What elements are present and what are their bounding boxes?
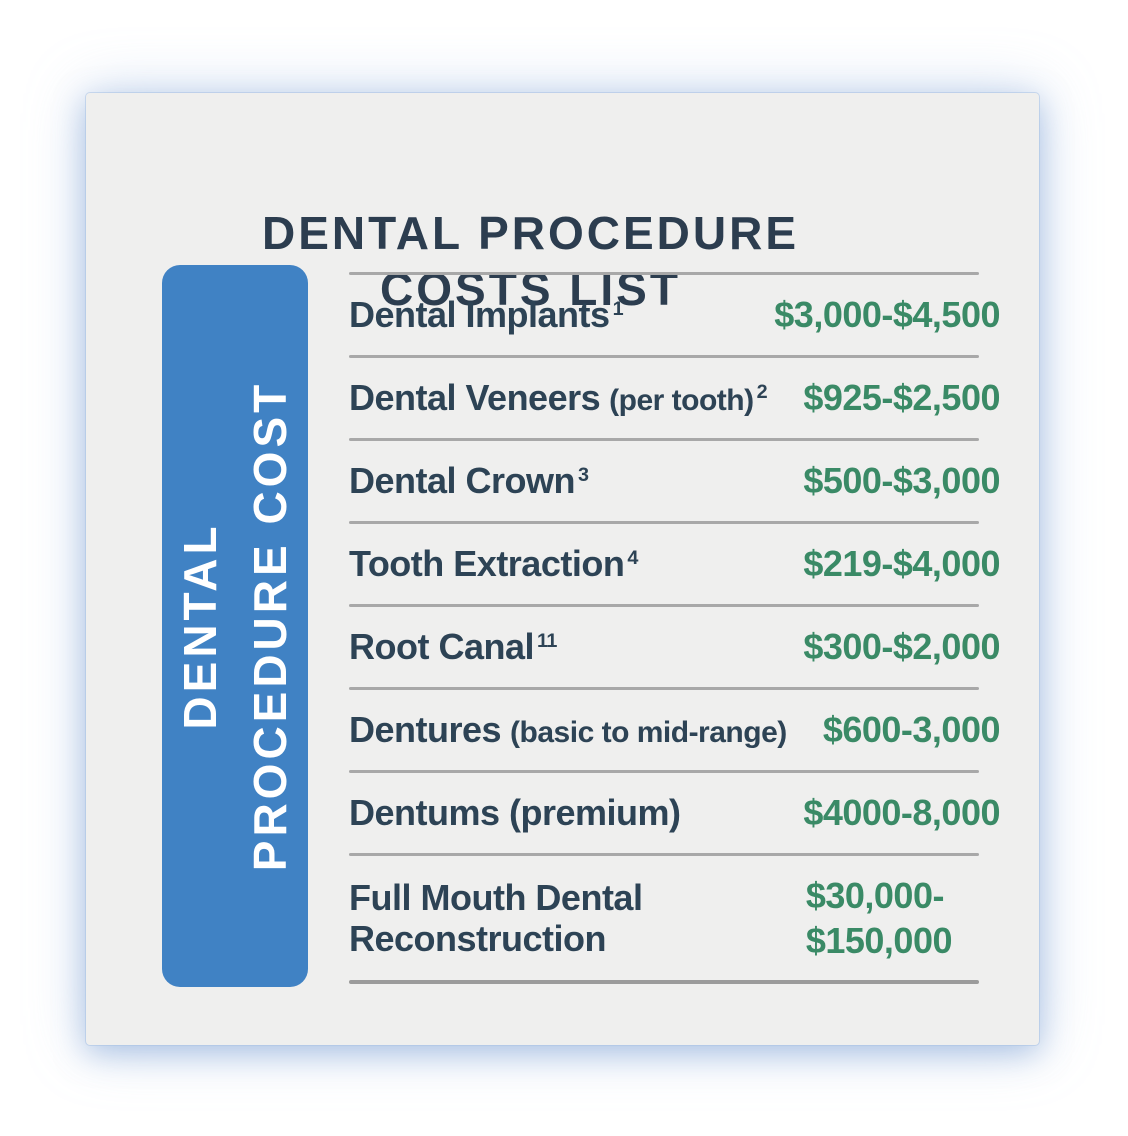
procedure-name-text: Full Mouth Dental Reconstruction	[349, 876, 643, 959]
row-divider	[349, 980, 979, 984]
row-divider	[349, 687, 979, 690]
procedure-price: $3,000-$4,500	[774, 294, 1000, 335]
procedure-name: Dentums (premium)	[349, 792, 803, 833]
row-divider	[349, 604, 979, 607]
page-title: DENTAL PROCEDURE COSTS LIST	[54, 205, 1007, 317]
sidebar-vertical-label: DENTAL PROCEDURE COST	[165, 381, 305, 871]
procedure-footnote-superscript: 2	[756, 381, 768, 404]
procedure-name-text: Dental Veneers	[349, 377, 601, 419]
table-row: Dentures (basic to mid-range) $600-3,000	[349, 690, 1001, 770]
table-row: Dentums (premium) $4000-8,000	[349, 773, 1000, 853]
row-divider	[349, 272, 979, 275]
procedure-name-note: (per tooth)	[609, 384, 754, 418]
procedure-name-note: (basic to mid-range)	[510, 716, 787, 750]
sidebar-label-line1: DENTAL	[174, 522, 227, 730]
row-divider	[349, 853, 979, 856]
procedure-name-text: Dentums (premium)	[349, 792, 681, 834]
row-divider	[349, 521, 979, 524]
procedure-name-text: Dental Implants	[349, 294, 610, 336]
procedure-name: Dentures (basic to mid-range)	[349, 709, 823, 751]
table-row: Dental Crown 3 $500-$3,000	[349, 441, 1000, 521]
procedure-footnote-superscript: 4	[627, 547, 638, 570]
procedure-name-text: Root Canal	[349, 626, 535, 668]
procedure-name: Full Mouth Dental Reconstruction	[349, 877, 806, 960]
procedure-price: $219-$4,000	[803, 543, 1000, 584]
cost-table: Dental Implants 1 $3,000-$4,500 Dental Ve…	[349, 272, 1001, 984]
table-row: Root Canal 11 $300-$2,000	[349, 607, 1000, 687]
table-row: Dental Implants 1 $3,000-$4,500	[349, 275, 1000, 355]
procedure-name: Dental Veneers (per tooth) 2	[349, 377, 803, 419]
page-title-line1: DENTAL PROCEDURE	[262, 207, 799, 259]
procedure-price: $600-3,000	[822, 709, 1001, 750]
table-row: Dental Veneers (per tooth) 2 $925-$2,500	[349, 358, 1000, 438]
procedure-footnote-superscript: 1	[612, 298, 624, 321]
procedure-footnote-superscript: 11	[537, 630, 557, 653]
row-divider	[349, 438, 979, 441]
procedure-price: $4000-8,000	[803, 792, 1000, 833]
sidebar-label-line2: PROCEDURE COST	[244, 380, 297, 872]
costs-card: DENTAL PROCEDURE COSTS LIST DENTAL PROCE…	[86, 93, 1039, 1045]
procedure-name: Root Canal 11	[349, 626, 803, 667]
row-divider	[349, 770, 979, 773]
table-row: Tooth Extraction 4 $219-$4,000	[349, 524, 1000, 604]
procedure-name-text: Dental Crown	[349, 460, 576, 502]
sidebar-label-panel: DENTAL PROCEDURE COST	[162, 265, 308, 987]
procedure-price: $925-$2,500	[803, 377, 1000, 418]
procedure-footnote-superscript: 3	[578, 464, 589, 487]
procedure-price: $300-$2,000	[803, 626, 1000, 667]
procedure-name: Dental Crown 3	[349, 460, 803, 501]
procedure-name: Tooth Extraction 4	[349, 543, 803, 584]
page-title-line2: COSTS LIST	[380, 263, 681, 315]
row-divider	[349, 355, 979, 358]
procedure-name: Dental Implants 1	[349, 294, 774, 335]
procedure-price: $500-$3,000	[803, 460, 1000, 501]
procedure-name-text: Dentures	[349, 709, 502, 751]
procedure-name-text: Tooth Extraction	[349, 543, 625, 585]
procedure-price: $30,000- $150,000	[805, 875, 953, 961]
table-row: Full Mouth Dental Reconstruction $30,000…	[349, 856, 1000, 980]
